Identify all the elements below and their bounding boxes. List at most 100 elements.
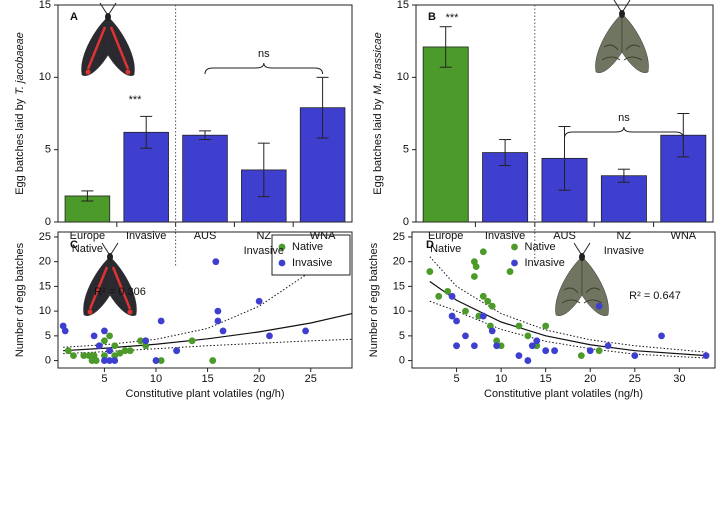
moth-spot	[127, 309, 133, 315]
x-tick-label: AUS	[553, 230, 576, 242]
data-point	[64, 347, 72, 355]
data-point	[515, 322, 523, 330]
data-point	[448, 292, 456, 300]
data-point	[266, 332, 273, 340]
data-point	[488, 327, 496, 335]
legend-marker	[278, 259, 286, 267]
y-tick-label: 10	[393, 305, 405, 317]
moth-head	[107, 253, 113, 261]
fit-line	[429, 280, 707, 357]
moth-stripe	[88, 266, 109, 310]
data-point	[577, 352, 585, 360]
x-tick-label: Invasive	[484, 230, 526, 242]
y-tick-label: 20	[39, 256, 51, 268]
bracket	[204, 62, 324, 75]
significance-label: ***	[446, 12, 460, 24]
annotation: R² = 0.647	[629, 290, 681, 302]
legend-marker	[511, 259, 518, 267]
y-axis-label-species: T. jacobaeae	[14, 32, 26, 95]
bar	[422, 46, 469, 223]
x-tick-label: 5	[101, 373, 107, 385]
data-point	[111, 357, 119, 364]
data-point	[524, 357, 532, 364]
y-axis-label-text: Number of egg batches	[14, 242, 26, 357]
data-point	[586, 347, 594, 355]
x-tick-label: 15	[540, 373, 552, 385]
data-point	[302, 327, 309, 335]
moth-wing	[107, 16, 135, 76]
x-axis-label: Constitutive plant volatiles (ng/h)	[484, 388, 643, 400]
x-tick-label: NZ	[256, 230, 272, 242]
y-axis-label: Number of egg batches	[368, 242, 380, 357]
data-point	[493, 337, 501, 345]
moth-image	[555, 242, 609, 316]
bracket	[564, 126, 684, 139]
data-point	[85, 352, 93, 360]
y-tick-label: 10	[39, 305, 51, 317]
moth-stripe	[111, 266, 132, 310]
legend-label: Native	[292, 241, 323, 253]
data-point	[121, 347, 129, 355]
plot-frame	[57, 231, 353, 369]
moth-wing	[595, 13, 623, 73]
annotation: R² = 0.306	[94, 286, 146, 298]
y-tick-label: 5	[403, 144, 409, 156]
x-tick-label: 10	[495, 373, 507, 385]
moth-antenna	[101, 242, 119, 255]
data-point	[479, 312, 487, 320]
error-bar	[140, 115, 153, 149]
data-point	[453, 317, 460, 325]
error-bar	[439, 26, 452, 68]
data-point	[152, 357, 160, 364]
data-point	[70, 352, 77, 360]
data-point	[484, 297, 492, 305]
error-bar	[81, 190, 94, 202]
y-axis-label-text: Number of egg batches	[368, 242, 380, 357]
data-point	[524, 332, 532, 340]
data-point	[470, 342, 478, 350]
y-axis-label: Egg batches laid by M. brassicae	[372, 32, 384, 194]
data-point	[188, 337, 196, 345]
fit-line	[63, 313, 353, 352]
moth-wing	[581, 256, 609, 316]
moth-pattern	[601, 44, 643, 61]
moth-image	[595, 0, 649, 73]
data-point	[470, 273, 478, 280]
bar	[299, 107, 346, 223]
data-point	[111, 352, 119, 360]
y-tick-label: 15	[397, 0, 409, 11]
y-tick-label: 0	[403, 216, 409, 228]
moth-wing	[109, 256, 137, 316]
y-tick-label: 0	[45, 354, 51, 366]
data-point	[472, 263, 480, 271]
error-bar	[499, 139, 512, 167]
moth-wing	[621, 13, 649, 73]
data-point	[462, 307, 469, 315]
x-tick-label: 20	[253, 373, 265, 385]
data-point	[435, 292, 443, 300]
x-tick-label: 5	[453, 373, 459, 385]
data-point	[255, 297, 263, 305]
error-bar	[316, 76, 329, 139]
data-point	[142, 342, 150, 350]
moth-stripe	[86, 26, 107, 70]
data-point	[604, 342, 612, 350]
x-tick-label: 20	[584, 373, 596, 385]
y-tick-label: 0	[45, 216, 51, 228]
fit-line	[63, 338, 353, 355]
y-tick-label: 15	[393, 280, 405, 292]
data-point	[214, 307, 222, 315]
legend-label: Native	[525, 241, 556, 253]
moth-image	[83, 242, 137, 316]
y-tick-label: 10	[397, 71, 409, 83]
data-point	[101, 337, 108, 345]
legend-marker	[511, 243, 518, 251]
data-point	[515, 352, 523, 360]
y-axis-label-text: Egg batches laid by	[372, 98, 384, 195]
data-point	[488, 302, 496, 310]
x-tick-label: 10	[150, 373, 162, 385]
x-tick-label: 25	[305, 373, 317, 385]
y-tick-label: 5	[45, 144, 51, 156]
